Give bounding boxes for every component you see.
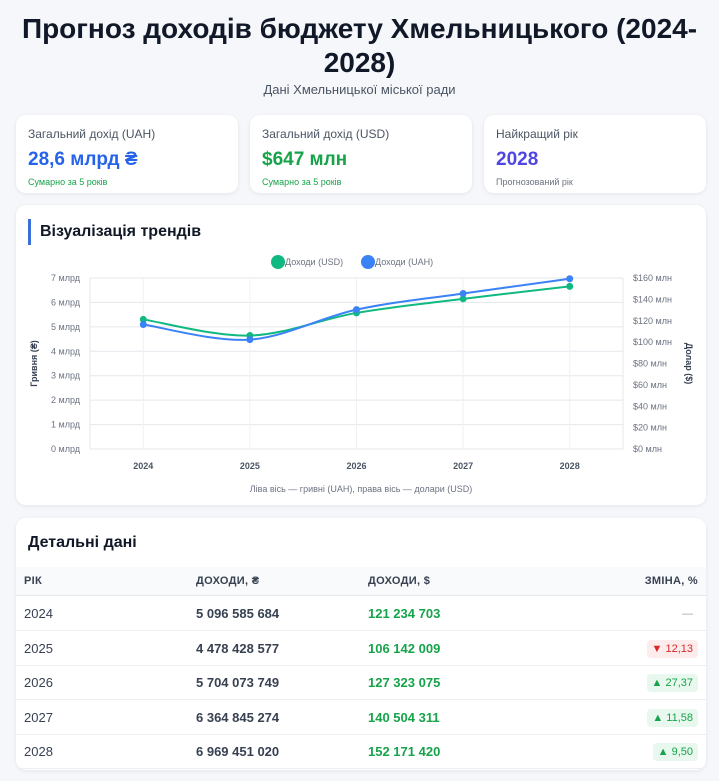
line-chart: 0 млрд 1 млрд 2 млрд 3 млрд 4 млрд 5 млрд 6 мл… (29, 255, 694, 471)
stat-label: Загальний дохід (UAH) (28, 127, 156, 141)
data-point-usd (459, 295, 467, 303)
cell-income-uah: 5 096 585 684 (196, 606, 280, 621)
right-axis-tick-label: $60 млн (633, 380, 667, 390)
stat-card-total-usd: Загальний дохід (USD) $647 млн Сумарно з… (250, 115, 472, 193)
stat-note: Прогнозований рік (496, 177, 573, 187)
table-row: 2027 6 364 845 274 140 504 311 ▲ 11,58 (16, 701, 706, 735)
legend-marker-uah (361, 255, 375, 269)
change-badge: ▲ 11,58 (647, 708, 698, 727)
x-axis-tick-label: 2028 (560, 461, 580, 471)
stat-label: Найкращий рік (496, 127, 578, 141)
cell-income-uah: 4 478 428 577 (196, 640, 280, 656)
data-point-usd (139, 315, 147, 323)
left-axis-tick-label: 6 млрд (51, 297, 81, 307)
left-axis-tick-label: 1 млрд (51, 420, 81, 430)
data-point-uah (246, 336, 254, 344)
data-point-usd (566, 282, 574, 290)
change-badge: ▼ 12,13 (646, 639, 698, 658)
column-header-uah: ДОХОДИ, ₴ (196, 575, 260, 587)
stat-label: Загальний дохід (USD) (262, 127, 390, 141)
table-row: 2026 5 704 073 749 127 323 075 ▲ 27,37 (16, 666, 706, 700)
cell-income-usd: 106 142 009 (368, 640, 441, 656)
change-badge: ▲ 27,37 (646, 674, 698, 692)
table-heading: Детальні дані (28, 534, 137, 551)
page-title: Прогноз доходів бюджету Хмельницького (2… (21, 13, 698, 78)
cell-year: 2028 (24, 744, 53, 759)
stat-card-best-year: Найкращий рік 2028 Прогнозований рік (484, 115, 706, 193)
cell-income-uah: 6 364 845 274 (196, 709, 280, 725)
right-axis-tick-label: $20 млн (633, 423, 667, 433)
right-axis-tick-label: $40 млн (633, 401, 667, 411)
cell-income-uah: 5 704 073 749 (196, 675, 280, 690)
chart-heading: Візуалізація трендів (28, 219, 201, 245)
cell-income-usd: 121 234 703 (368, 606, 441, 621)
table-row: 2025 4 478 428 577 106 142 009 ▼ 12,13 (16, 632, 706, 666)
left-axis-tick-label: 5 млрд (51, 322, 81, 332)
column-header-change: ЗМІНА, % (644, 575, 698, 587)
stat-value: 28,6 млрд ₴ (28, 149, 138, 170)
chart-caption: Ліва вісь — гривні (UAH), права вісь — д… (249, 484, 473, 494)
table-row: 2024 5 096 585 684 121 234 703 — (16, 597, 706, 631)
change-badge: ▲ 9,50 (652, 743, 698, 761)
data-point-uah (139, 320, 147, 328)
change-badge: — (682, 608, 693, 620)
right-axis-title: Долар ($) (684, 343, 694, 385)
data-point-uah (566, 275, 574, 283)
table-row: 2028 6 969 451 020 152 171 420 ▲ 9,50 (16, 735, 706, 769)
legend-marker-usd (271, 255, 285, 269)
page-subtitle: Дані Хмельницької міської ради (263, 82, 456, 97)
cell-income-uah: 6 969 451 020 (196, 744, 280, 759)
data-table-card: Детальні дані РІК ДОХОДИ, ₴ ДОХОДИ, $ ЗМ… (16, 518, 706, 770)
stat-value: 2028 (496, 149, 539, 170)
cell-year: 2025 (24, 640, 53, 656)
stat-value: $647 млн (262, 149, 348, 170)
cell-year: 2024 (24, 606, 53, 621)
left-axis-tick-label: 0 млрд (51, 444, 81, 454)
column-header-usd: ДОХОДИ, $ (368, 575, 431, 587)
data-point-uah (459, 290, 467, 298)
legend-label-usd: Доходи (USD) (285, 257, 343, 267)
table-header-row: РІК ДОХОДИ, ₴ ДОХОДИ, $ ЗМІНА, % (16, 567, 706, 596)
chart-card: Візуалізація трендів 0 млрд 1 млрд 2 млрд 3… (16, 205, 706, 505)
stat-note: Сумарно за 5 років (28, 177, 108, 187)
right-axis-tick-label: $0 млн (633, 444, 662, 454)
x-axis-tick-label: 2024 (133, 461, 153, 471)
right-axis-tick-label: $100 млн (633, 337, 672, 347)
x-axis-tick-label: 2026 (346, 461, 366, 471)
cell-income-usd: 152 171 420 (368, 744, 441, 759)
right-axis-tick-label: $80 млн (633, 359, 667, 369)
left-axis-tick-label: 7 млрд (51, 273, 81, 283)
cell-income-usd: 140 504 311 (368, 709, 440, 725)
column-header-year: РІК (24, 575, 43, 587)
left-axis-tick-label: 2 млрд (51, 395, 81, 405)
left-axis-tick-label: 4 млрд (51, 346, 81, 356)
cell-income-usd: 127 323 075 (368, 675, 441, 690)
left-axis-tick-label: 3 млрд (51, 371, 81, 381)
legend-label-uah: Доходи (UAH) (375, 257, 433, 267)
x-axis-tick-label: 2025 (240, 461, 260, 471)
right-axis-tick-label: $120 млн (633, 316, 672, 326)
data-point-uah (353, 306, 360, 314)
x-axis-tick-label: 2027 (453, 461, 473, 471)
left-axis-title: Гривня (₴) (29, 340, 39, 387)
cell-year: 2027 (24, 709, 53, 725)
stat-card-total-uah: Загальний дохід (UAH) 28,6 млрд ₴ Сумарн… (16, 115, 238, 193)
stat-note: Сумарно за 5 років (262, 177, 342, 187)
cell-year: 2026 (24, 675, 53, 690)
right-axis-tick-label: $160 млн (633, 273, 672, 283)
right-axis-tick-label: $140 млн (633, 294, 672, 304)
